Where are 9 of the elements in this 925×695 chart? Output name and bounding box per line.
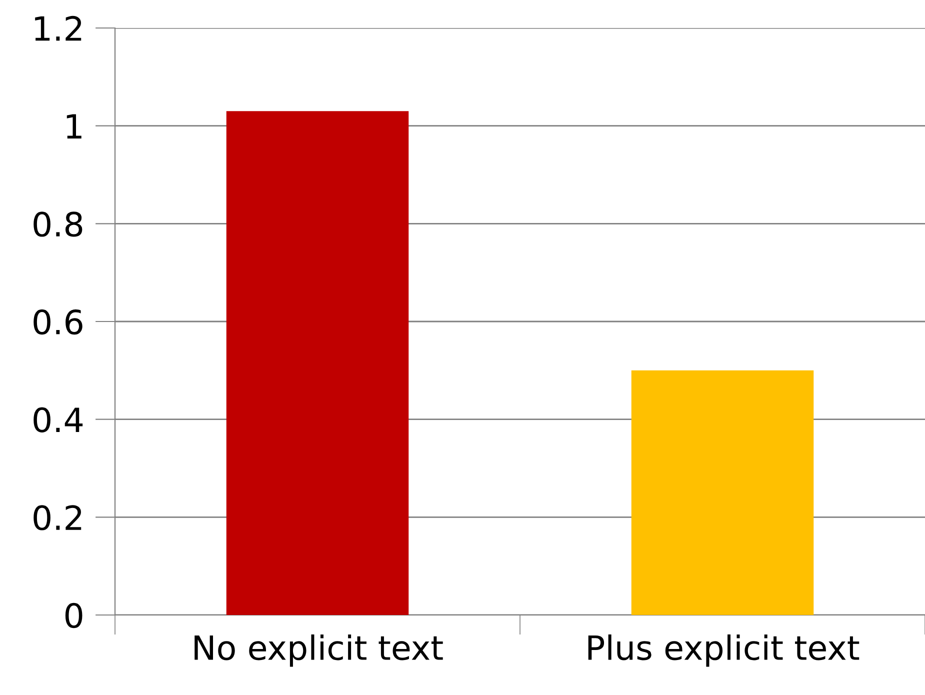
- y-tick-label: 0.4: [34, 407, 83, 432]
- y-tick-label: 0.6: [34, 309, 82, 335]
- x-tick-label: Plus explicit text: [588, 634, 860, 667]
- x-tick-label: No explicit text: [194, 634, 443, 667]
- y-tick-label: 1.2: [35, 16, 82, 41]
- y-tick-label: 1: [66, 114, 82, 138]
- y-tick-label: 0.2: [34, 505, 82, 530]
- y-tick-label: 0: [65, 602, 82, 628]
- y-tick-label: 0.8: [34, 212, 82, 237]
